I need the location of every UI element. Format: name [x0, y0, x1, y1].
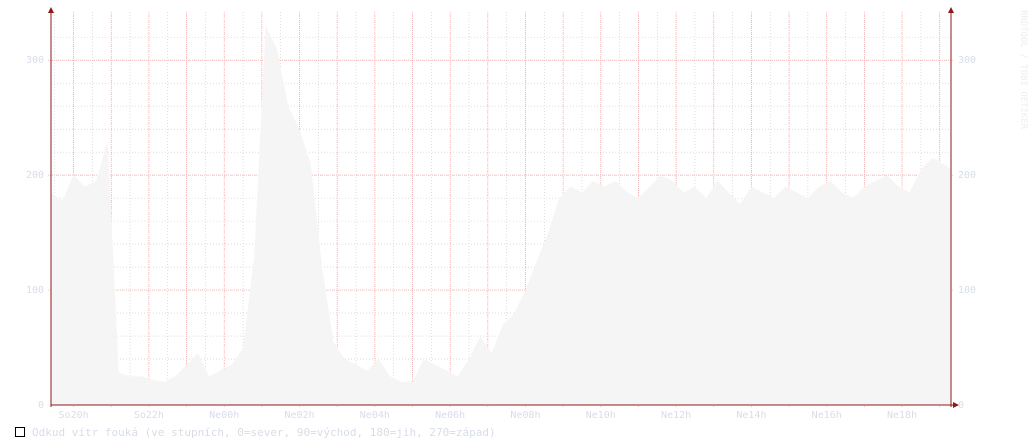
y-tick-label-right: 300 — [958, 55, 976, 66]
y-axis-right-arrow — [948, 7, 954, 13]
legend-swatch — [15, 427, 25, 437]
y-axis-left-labels: 0 100 200 300 — [26, 55, 44, 411]
x-tick-label: Ne16h — [812, 410, 842, 421]
x-tick-label: Ne10h — [586, 410, 616, 421]
watermark: RRDTOOL / TOBI OETIKER — [1018, 10, 1028, 130]
x-tick-label: Ne08h — [510, 410, 540, 421]
y-axis-right-labels: 0 100 200 300 — [958, 55, 976, 411]
x-tick-label: Ne06h — [435, 410, 465, 421]
x-tick-label: Ne02h — [284, 410, 314, 421]
y-axis-left-arrow — [48, 7, 54, 13]
x-tick-label: So20h — [59, 410, 89, 421]
legend: Odkud vítr fouká (ve stupních, 0=sever, … — [15, 425, 496, 439]
x-tick-label: Ne14h — [736, 410, 766, 421]
x-tick-label: Ne00h — [209, 410, 239, 421]
x-tick-label: Ne18h — [887, 410, 917, 421]
x-tick-label: Ne04h — [360, 410, 390, 421]
y-tick-label-right: 100 — [958, 285, 976, 296]
wind-direction-area — [51, 25, 951, 405]
x-axis-arrow — [953, 402, 959, 408]
y-tick-label-right: 0 — [958, 400, 964, 411]
y-tick-label-left: 100 — [26, 285, 44, 296]
y-tick-label-right: 200 — [958, 170, 976, 181]
x-tick-label: So22h — [134, 410, 164, 421]
x-tick-label: Ne12h — [661, 410, 691, 421]
y-tick-label-left: 200 — [26, 170, 44, 181]
y-tick-label-left: 300 — [26, 55, 44, 66]
y-tick-label-left: 0 — [38, 400, 44, 411]
x-axis-labels: So20h So22h Ne00h Ne02h Ne04h Ne06h Ne08h Ne10h… — [59, 410, 918, 421]
legend-label: Odkud vítr fouká (ve stupních, 0=sever, … — [32, 425, 496, 439]
chart-axes — [48, 7, 959, 408]
